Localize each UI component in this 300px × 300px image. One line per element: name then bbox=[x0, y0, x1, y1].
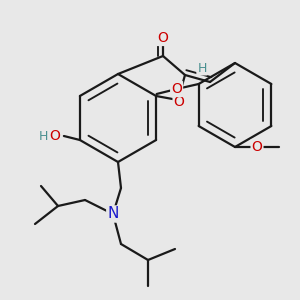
Text: O: O bbox=[49, 129, 60, 143]
Text: H: H bbox=[38, 130, 48, 142]
Text: N: N bbox=[107, 206, 119, 221]
Text: O: O bbox=[252, 140, 262, 154]
Text: O: O bbox=[171, 82, 182, 96]
Text: O: O bbox=[158, 31, 168, 45]
Text: O: O bbox=[174, 95, 184, 109]
Text: H: H bbox=[197, 61, 207, 74]
